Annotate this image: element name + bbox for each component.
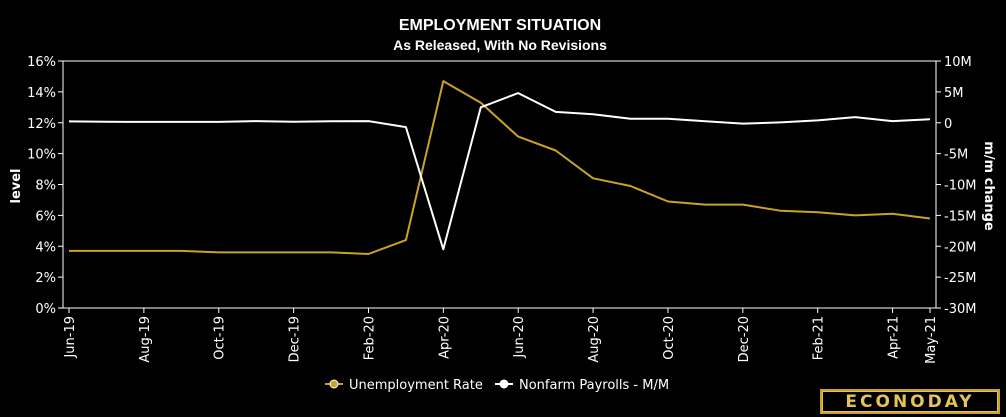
x-tick-label: Jun-20 [512, 316, 527, 359]
series-line-1 [68, 92, 931, 251]
right-tick-label: 10M [944, 55, 972, 70]
right-tick-label: 5M [944, 86, 964, 101]
x-tick-label: Oct-19 [213, 316, 228, 360]
left-tick-label: 4% [35, 240, 56, 255]
x-tick-label: Aug-19 [138, 316, 153, 363]
left-tick-label: 2% [35, 271, 56, 286]
chart-title: EMPLOYMENT SITUATION [399, 17, 601, 34]
x-tick-label: Dec-20 [737, 316, 752, 362]
econoday-logo: ECONODAY [820, 389, 1000, 414]
plot-area [62, 60, 937, 309]
legend-marker-unemployment [329, 379, 339, 389]
left-tick-label: 6% [35, 209, 56, 224]
legend-marker-payrolls [499, 379, 509, 389]
left-tick-label: 14% [27, 86, 56, 101]
left-axis-label: level [9, 168, 24, 203]
x-tick-label: Oct-20 [662, 316, 677, 360]
right-axis-label: m/m change [981, 141, 996, 231]
right-tick-label: -15M [944, 209, 976, 224]
logo-text: ECONODAY [845, 391, 975, 412]
x-tick-label: Jun-19 [63, 316, 78, 359]
right-tick-label: -10M [944, 179, 976, 194]
x-tick-label: Apr-20 [437, 316, 452, 359]
x-tick-label: Dec-19 [288, 316, 303, 362]
series-line-0 [69, 80, 931, 255]
right-tick-label: 0 [944, 117, 952, 132]
left-tick-label: 16% [27, 55, 56, 70]
x-tick-label: Feb-21 [812, 316, 827, 360]
x-tick-label: Feb-20 [362, 316, 377, 360]
right-tick-label: -5M [944, 148, 968, 163]
legend-label-unemployment: Unemployment Rate [349, 378, 483, 393]
left-tick-label: 10% [27, 148, 56, 163]
series-lines [68, 80, 931, 255]
legend-label-payrolls: Nonfarm Payrolls - M/M [519, 378, 669, 393]
legend: Unemployment Rate Nonfarm Payrolls - M/M [325, 378, 669, 393]
chart-subtitle: As Released, With No Revisions [393, 37, 607, 53]
left-tick-label: 0% [35, 302, 56, 317]
x-axis: Jun-19 Aug-19 Oct-19 Dec-19 Feb-20 Apr-20 Jun-… [63, 308, 939, 364]
left-axis: 0% 2% 4% 6% 8% 10% 12% 14% 16% [27, 55, 63, 317]
x-tick-label: May-21 [924, 316, 939, 364]
x-tick-label: Aug-20 [587, 316, 602, 363]
x-tick-label: Apr-21 [887, 316, 902, 359]
left-tick-label: 8% [35, 179, 56, 194]
right-axis: -30M -25M -20M -15M -10M -5M 0 5M 10M [936, 55, 976, 317]
right-tick-label: -30M [944, 302, 976, 317]
left-tick-label: 12% [27, 117, 56, 132]
right-tick-label: -20M [944, 240, 976, 255]
right-tick-label: -25M [944, 271, 976, 286]
